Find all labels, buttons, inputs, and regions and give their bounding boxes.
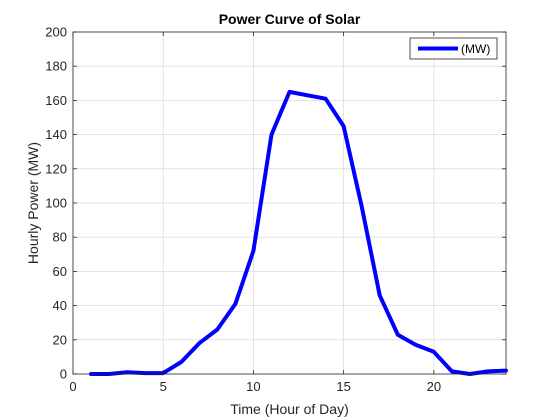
x-tick-label: 5: [160, 379, 167, 394]
legend-label-mw: (MW): [461, 42, 490, 56]
y-tick-label: 60: [53, 264, 67, 279]
y-tick-label: 140: [45, 127, 67, 142]
y-tick-label: 20: [53, 332, 67, 347]
y-tick-label: 80: [53, 230, 67, 245]
y-tick-label: 120: [45, 161, 67, 176]
x-tick-label: 10: [246, 379, 260, 394]
x-tick-label: 20: [427, 379, 441, 394]
y-tick-label: 180: [45, 59, 67, 74]
x-axis-label: Time (Hour of Day): [230, 401, 349, 417]
y-axis-label: Hourly Power (MW): [25, 142, 41, 264]
y-tick-label: 160: [45, 93, 67, 108]
y-tick-label: 100: [45, 196, 67, 211]
x-tick-label: 0: [69, 379, 76, 394]
series-layer: [89, 89, 508, 376]
y-tick-label: 40: [53, 298, 67, 313]
series-line-mw: [89, 89, 508, 376]
chart-title: Power Curve of Solar: [219, 11, 361, 27]
y-tick-label: 0: [60, 367, 67, 382]
y-tick-label: 200: [45, 25, 67, 40]
legend: (MW): [409, 37, 498, 60]
x-tick-label: 15: [336, 379, 350, 394]
